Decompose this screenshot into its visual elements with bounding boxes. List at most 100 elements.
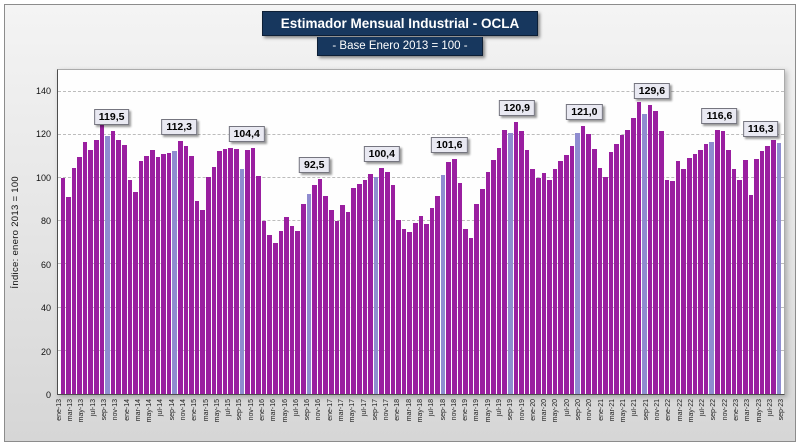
bar: [770, 140, 776, 394]
chart-header: Estimador Mensual Industrial - OCLA - Ba…: [5, 11, 795, 56]
bar: [228, 147, 233, 394]
y-axis-tick-label: 140: [35, 85, 51, 96]
x-axis-tick-label: may-13: [78, 399, 86, 423]
bar: [653, 111, 659, 394]
value-callout: 129,6: [633, 83, 671, 99]
bar: [88, 150, 94, 394]
x-axis-tick-label: nov-13: [112, 399, 120, 421]
x-axis-tick-label: ene-21: [597, 399, 605, 421]
x-axis-tick-label: ene-20: [529, 399, 537, 421]
bar: [144, 155, 149, 394]
x-axis-tick-label: nov-22: [721, 399, 729, 421]
bar: [245, 149, 250, 394]
x-axis-tick-label: jul-16: [292, 399, 300, 417]
bar-highlighted: [575, 132, 580, 394]
x-axis-tick-labels: ene-13 mar-13 may-13 jul-13 sep-13 nov-13 ene-…: [56, 397, 785, 437]
x-axis-tick-label: jul-23: [766, 399, 774, 417]
bar: [356, 183, 362, 394]
bar: [312, 184, 317, 394]
bar: [703, 143, 709, 394]
bar: [256, 176, 261, 394]
bar: [742, 159, 748, 394]
bar: [547, 180, 552, 394]
bar: [726, 150, 731, 394]
bar: [396, 219, 401, 394]
bar: [586, 133, 591, 394]
bar: [205, 176, 211, 394]
x-axis-tick-label: mar-21: [608, 399, 616, 422]
bar: [754, 158, 759, 394]
bar: [301, 204, 306, 394]
x-axis-tick-label: mar-23: [744, 399, 752, 422]
x-axis-tick-label: mar-13: [67, 399, 75, 422]
bar: [368, 174, 373, 394]
bar: [418, 216, 424, 394]
y-axis-title-container: Índice: enero 2013 = 100: [8, 69, 23, 395]
chart-frame: Estimador Mensual Industrial - OCLA - Ba…: [4, 4, 796, 442]
y-axis-tick-label: 60: [40, 259, 51, 270]
bar: [82, 141, 88, 394]
x-axis-tick-label: nov-20: [586, 399, 594, 421]
x-axis-tick-label: may-17: [349, 399, 357, 423]
bar: [401, 229, 407, 394]
x-axis-tick-label: mar-16: [270, 399, 278, 422]
bar-highlighted: [306, 194, 312, 394]
bar-highlighted: [508, 132, 513, 394]
bar: [569, 146, 575, 394]
x-axis-tick-label: nov-14: [179, 399, 187, 421]
x-axis-tick-label: nov-17: [383, 399, 391, 421]
x-axis-tick-label: nov-15: [247, 399, 255, 421]
bar: [317, 179, 323, 394]
x-axis-tick-label: mar-17: [337, 399, 345, 422]
bar: [340, 204, 345, 394]
x-axis-tick-label: may-15: [213, 399, 221, 423]
x-axis-tick-label: ene-22: [665, 399, 673, 421]
bar: [278, 231, 284, 394]
bar: [150, 149, 155, 394]
bar-highlighted: [373, 177, 379, 394]
value-callout: 116,3: [742, 120, 779, 137]
bar-highlighted: [440, 174, 446, 394]
x-axis-tick-label: may-19: [484, 399, 492, 423]
bar: [502, 129, 507, 394]
bar: [267, 235, 273, 394]
x-axis-tick-label: jul-22: [699, 399, 707, 417]
x-axis-tick-label: sep-13: [100, 399, 108, 421]
bar: [535, 178, 541, 394]
x-axis-tick-label: sep-16: [304, 399, 312, 421]
x-axis-tick-label: jul-17: [360, 399, 368, 417]
bar: [429, 208, 435, 394]
y-axis-tick-labels: 0 20 40 60 80 100 120 140: [27, 69, 55, 400]
bar: [177, 141, 183, 394]
x-axis-tick-label: jul-21: [631, 399, 639, 417]
bar: [446, 162, 452, 394]
bar: [631, 117, 636, 394]
bar: [194, 201, 200, 394]
y-axis-tick-label: 120: [35, 129, 51, 140]
x-axis-tick-label: jul-20: [563, 399, 571, 417]
x-axis-tick-label: may-20: [552, 399, 560, 423]
bar-highlighted: [709, 142, 714, 394]
x-axis-tick-label: mar-20: [541, 399, 549, 422]
bar: [189, 155, 194, 394]
x-axis-tick-label: mar-15: [202, 399, 210, 422]
bar: [552, 169, 558, 394]
bar: [295, 230, 301, 394]
bar: [659, 130, 664, 394]
bar: [698, 150, 703, 394]
bar: [714, 129, 720, 394]
x-axis-tick-label: nov-16: [315, 399, 323, 421]
bar-highlighted: [642, 114, 647, 394]
bar: [636, 101, 642, 394]
x-axis-tick-label: may-21: [620, 399, 628, 423]
x-axis-tick-label: jul-15: [225, 399, 233, 417]
bar: [452, 159, 457, 394]
bar: [720, 130, 726, 394]
x-axis-tick-label: may-22: [687, 399, 695, 423]
bar: [261, 220, 267, 394]
y-axis-tick-label: 80: [40, 216, 51, 227]
bar: [116, 139, 122, 394]
x-axis-tick-label: ene-16: [258, 399, 266, 421]
x-axis-tick-label: jul-19: [496, 399, 503, 417]
